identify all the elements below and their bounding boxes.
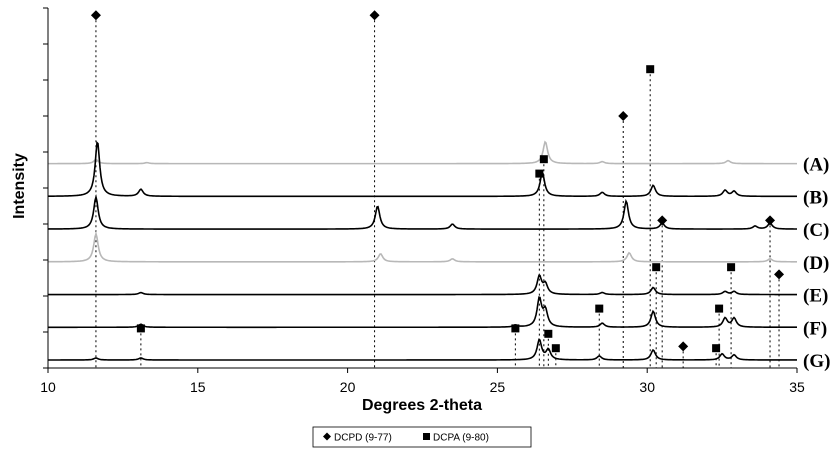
- trace-label: (E): [803, 286, 828, 307]
- dcpa-marker: [136, 324, 145, 333]
- trace-g: [48, 338, 798, 361]
- legend-label-dcpd: DCPD (9-77): [334, 433, 392, 444]
- trace-a: [48, 140, 797, 165]
- dcpd-marker: [657, 215, 668, 226]
- trace-label: (A): [803, 155, 829, 176]
- trace-f: [48, 296, 797, 329]
- dcpa-marker: [652, 263, 661, 272]
- trace-label: (D): [803, 253, 829, 274]
- x-tick-label: 20: [340, 379, 356, 395]
- dcpd-marker: [90, 10, 101, 21]
- dcpa-marker: [595, 304, 604, 313]
- y-ticks: [43, 7, 48, 369]
- trace-labels: (A) (B) (C) (D) (E) (F) (G): [803, 155, 830, 372]
- dcpa-marker: [539, 155, 548, 164]
- legend: DCPD (9-77) DCPA (9-80): [312, 426, 532, 448]
- dcpd-marker: [774, 269, 785, 280]
- trace-label: (C): [803, 220, 829, 241]
- legend-box: [312, 426, 532, 448]
- dcpd-marker: [678, 341, 689, 352]
- legend-marker-square: [423, 433, 430, 440]
- dcpd-marker: [765, 215, 776, 226]
- x-tick-label: 15: [190, 379, 206, 395]
- dcpa-marker: [712, 344, 721, 353]
- trace-label: (G): [803, 351, 830, 372]
- trace-c: [47, 193, 798, 230]
- x-tick-label: 25: [490, 379, 506, 395]
- dcpa-marker: [544, 329, 553, 338]
- trace-label: (B): [803, 187, 828, 208]
- dcpa-marker: [646, 65, 655, 74]
- dcpa-marker: [727, 263, 736, 272]
- legend-marker-diamond: [323, 432, 331, 441]
- x-tick-label: 30: [639, 379, 655, 395]
- dcpd-marker: [618, 111, 629, 121]
- dcpa-marker: [715, 304, 724, 313]
- dcpa-marker: [535, 169, 544, 178]
- legend-label-dcpa: DCPA (9-80): [433, 433, 489, 444]
- reference-markers: [90, 10, 785, 353]
- trace-d: [48, 231, 798, 263]
- x-ticks: 10 15 20 25 30 35: [40, 368, 805, 395]
- trace-e: [48, 274, 797, 296]
- axes: [47, 8, 797, 369]
- x-tick-label: 10: [40, 379, 56, 395]
- y-axis-title: Intensity: [11, 153, 28, 219]
- trace-b: [48, 141, 797, 198]
- trace-label: (F): [803, 318, 827, 339]
- dcpd-marker: [369, 10, 380, 21]
- reference-lines: [95, 15, 780, 368]
- x-axis-title: Degrees 2-theta: [362, 397, 482, 414]
- dcpa-marker: [551, 344, 560, 353]
- traces: [47, 140, 798, 361]
- dcpa-marker: [511, 324, 520, 333]
- x-tick-label: 35: [789, 379, 805, 395]
